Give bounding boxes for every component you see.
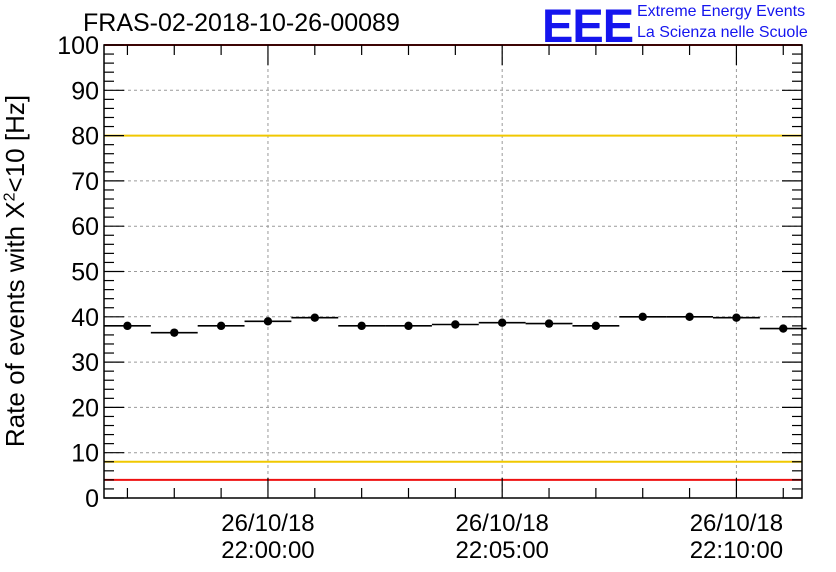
data-point [170, 328, 179, 337]
y-tick-label: 50 [71, 259, 99, 287]
logo-line-1: Extreme Energy Events [637, 3, 806, 20]
data-point [404, 321, 413, 331]
data-point [779, 324, 788, 333]
x-tick-label-time: 22:05:00 [455, 537, 548, 564]
data-point [123, 321, 132, 331]
data-point [310, 313, 320, 322]
x-tick-label-time: 22:10:00 [690, 537, 783, 564]
y-tick-label: 30 [71, 349, 99, 377]
y-tick-label: 20 [71, 394, 99, 422]
data-point [732, 313, 741, 322]
chart-title: FRAS-02-2018-10-26-00089 [83, 9, 400, 37]
y-tick-label: 40 [71, 304, 99, 332]
y-tick-label: 10 [71, 440, 99, 468]
x-tick-label-time: 22:00:00 [221, 537, 314, 564]
data-point [263, 317, 273, 326]
y-axis-label: Rate of events with X2<10 [Hz] [0, 95, 31, 447]
y-tick-label: 0 [85, 485, 99, 513]
y-tick-label: 100 [57, 32, 99, 60]
x-tick-label-date: 26/10/18 [690, 510, 783, 537]
data-point [357, 321, 366, 331]
data-point [685, 312, 694, 321]
data-point [591, 321, 601, 331]
x-tick-label-date: 26/10/18 [221, 510, 314, 537]
data-point [638, 312, 647, 321]
logo-line-2: La Scienza nelle Scuole [637, 24, 808, 41]
y-tick-label: 80 [71, 123, 99, 151]
eee-logo: EEE [542, 0, 634, 52]
data-point [544, 319, 554, 328]
y-axis-label-pre: Rate of events with X [0, 201, 30, 448]
y-tick-label: 70 [71, 168, 99, 196]
y-axis-label-sup: 2 [1, 192, 19, 202]
data-point [451, 320, 460, 329]
y-tick-label: 90 [71, 77, 99, 105]
data-point [497, 318, 507, 327]
x-tick-label-date: 26/10/18 [455, 510, 548, 537]
y-axis-label-post: <10 [Hz] [0, 94, 30, 193]
data-point [216, 321, 226, 331]
y-tick-label: 60 [71, 213, 99, 241]
